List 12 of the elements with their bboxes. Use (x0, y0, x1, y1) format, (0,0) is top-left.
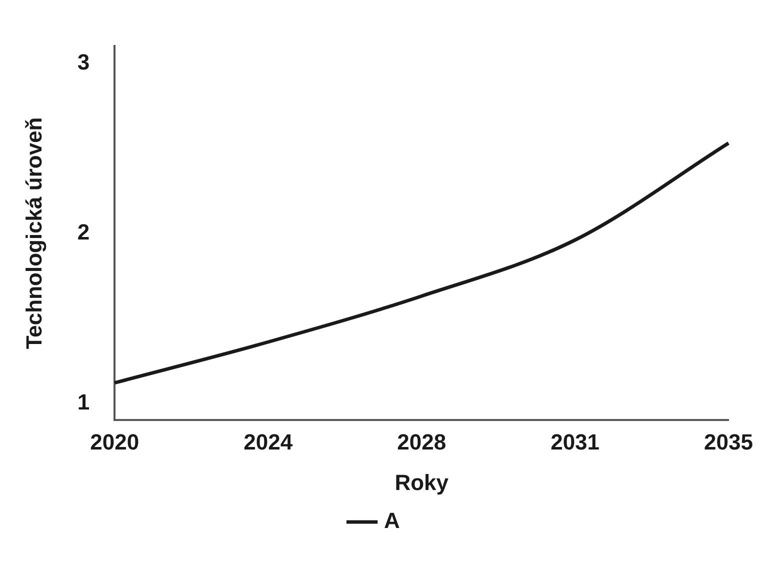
x-tick-label: 2024 (244, 429, 294, 454)
y-tick-label: 3 (77, 49, 90, 74)
x-tick-label: 2031 (550, 429, 600, 454)
y-tick-label: 2 (77, 219, 90, 244)
x-axis-title: Roky (394, 470, 450, 495)
legend-label: A (384, 508, 400, 534)
x-tick-label: 2020 (90, 429, 140, 454)
y-tick-label: 1 (77, 389, 90, 414)
line-series (112, 141, 730, 385)
y-axis-title: Technologická úroveň (21, 117, 46, 350)
x-tick-label: 2035 (704, 429, 754, 454)
x-tick-label: 2028 (397, 429, 446, 454)
